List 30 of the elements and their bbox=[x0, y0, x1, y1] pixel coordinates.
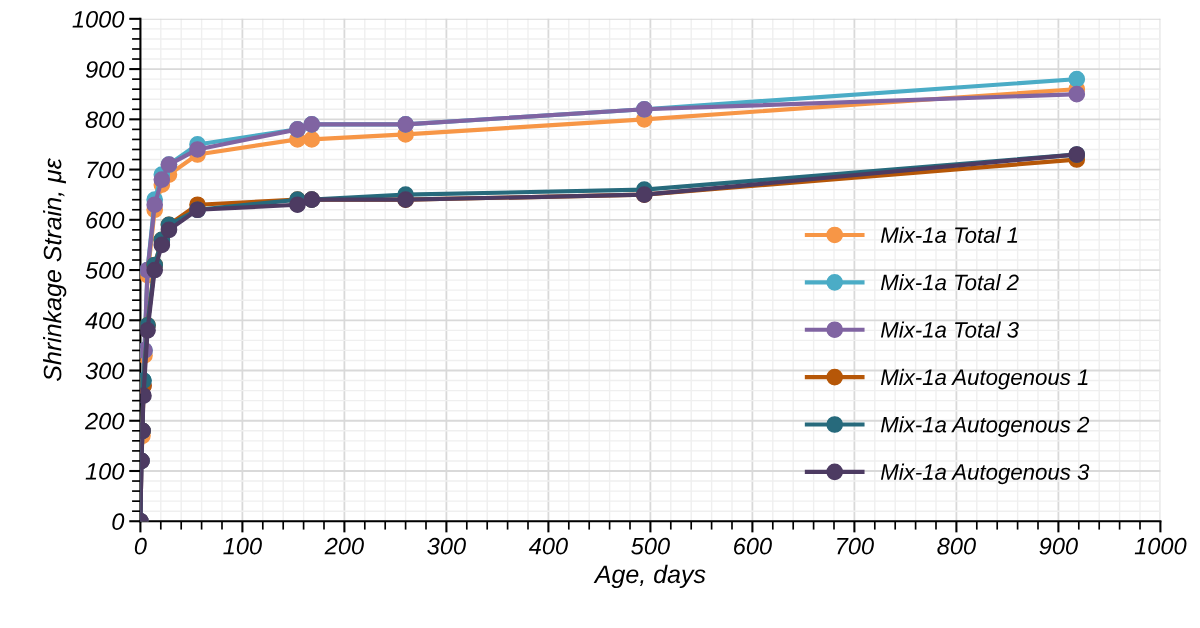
legend-label: Mix-1a Total 1 bbox=[880, 226, 1018, 243]
y-tick-label: 0 bbox=[112, 513, 125, 531]
legend-label: Mix-1a Autogenous 2 bbox=[880, 416, 1090, 437]
x-tick-label: 500 bbox=[631, 537, 670, 555]
x-axis-title: Age, days bbox=[593, 564, 706, 589]
y-tick-label: 1000 bbox=[72, 10, 125, 28]
legend-label: Mix-1a Total 3 bbox=[880, 321, 1019, 338]
y-tick-label: 100 bbox=[85, 463, 125, 480]
x-tick-label: 0 bbox=[134, 537, 147, 555]
x-tick-label: 100 bbox=[223, 537, 262, 555]
x-tick-label: 600 bbox=[734, 537, 772, 555]
legend-label: Mix-1a Autogenous 3 bbox=[880, 463, 1090, 485]
x-tick-label: 1000 bbox=[1134, 537, 1187, 555]
legend-label: Mix-1a Total 2 bbox=[880, 274, 1019, 291]
y-axis-title: Shrinkage Strain, με bbox=[43, 158, 67, 382]
y-tick-label: 800 bbox=[85, 111, 125, 129]
y-tick-label: 200 bbox=[84, 412, 125, 430]
y-tick-label: 500 bbox=[85, 262, 125, 279]
x-tick-label: 300 bbox=[427, 537, 466, 555]
legend-label: Mix-1a Autogenous 1 bbox=[880, 368, 1088, 390]
x-tick-label: 200 bbox=[324, 537, 364, 555]
x-tick-label: 800 bbox=[937, 537, 976, 555]
y-tick-label: 400 bbox=[85, 312, 125, 330]
y-tick-label: 300 bbox=[85, 362, 125, 380]
y-tick-label: 600 bbox=[86, 211, 125, 229]
y-tick-label: 900 bbox=[85, 61, 125, 78]
x-tick-label: 900 bbox=[1039, 537, 1078, 555]
x-tick-label: 400 bbox=[528, 537, 568, 555]
x-tick-label: 700 bbox=[837, 537, 874, 555]
y-tick-label: 700 bbox=[87, 161, 125, 179]
